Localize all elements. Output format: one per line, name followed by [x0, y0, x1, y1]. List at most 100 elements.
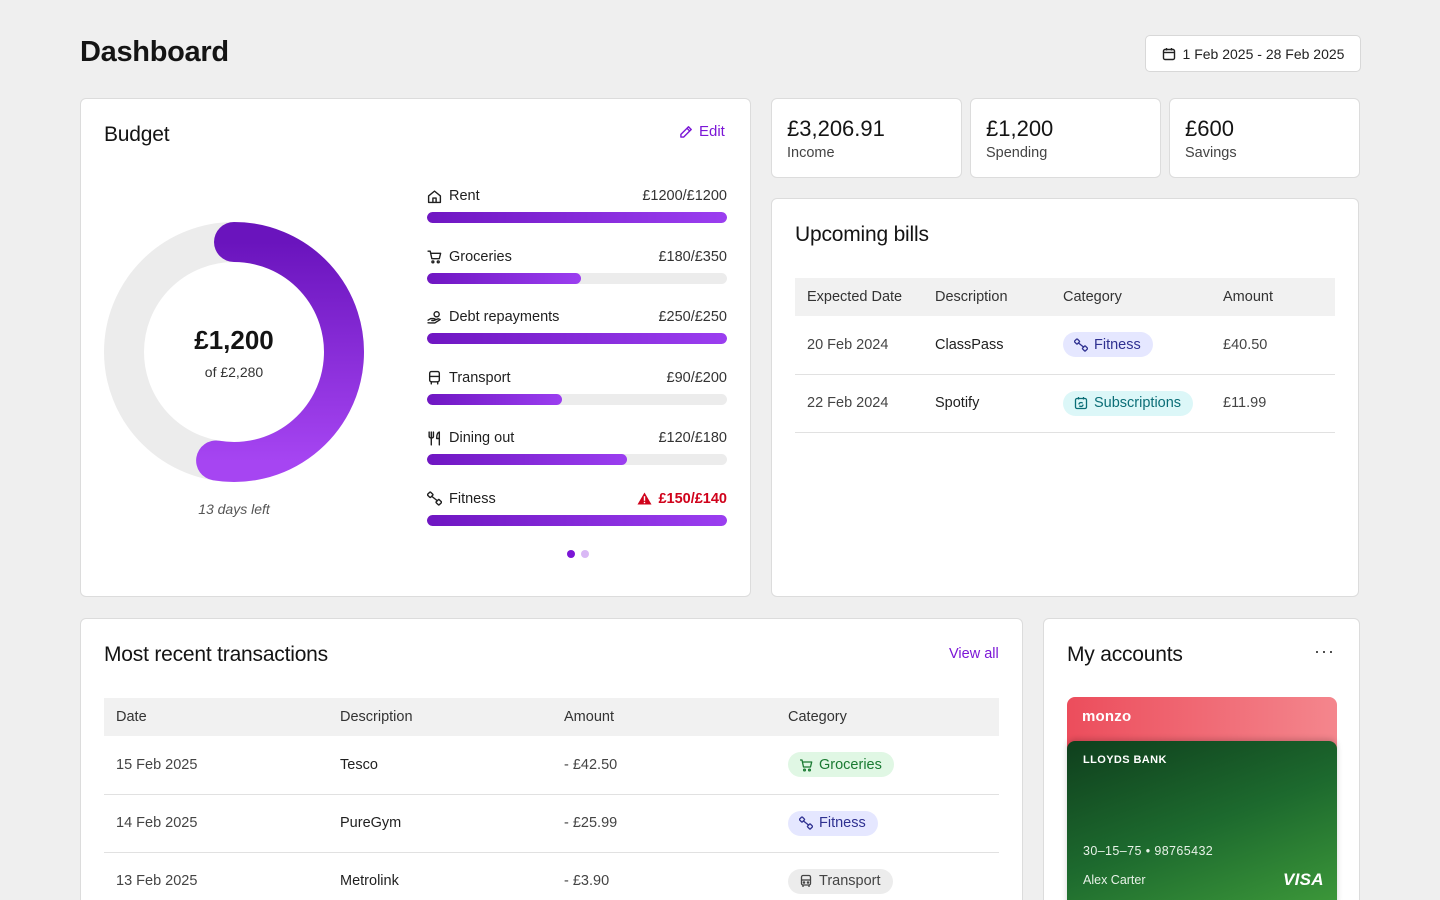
- budget-spent-amount: £1,200: [194, 325, 274, 355]
- bills-col-date: Expected Date: [795, 278, 923, 316]
- category-badge-fitness: Fitness: [1063, 332, 1153, 358]
- pager-dot[interactable]: [567, 550, 575, 558]
- budget-progress-track: [427, 212, 727, 223]
- tx-col-amount: Amount: [552, 698, 776, 736]
- dumbbell-icon: [799, 816, 813, 830]
- tx-category: Fitness: [819, 815, 866, 831]
- view-all-link[interactable]: View all: [949, 646, 999, 662]
- category-badge-subscriptions: Subscriptions: [1063, 390, 1194, 416]
- budget-progress-fill: [427, 393, 562, 405]
- budget-donut-chart: [104, 222, 364, 482]
- budget-card: Budget Edit £1,200 of £2,280 13 days lef…: [80, 98, 751, 597]
- budget-title: Budget: [104, 123, 170, 146]
- budget-progress-track: [427, 333, 727, 344]
- budget-progress-fill: [427, 212, 727, 223]
- budget-item-fitness[interactable]: Fitness £150/£140: [427, 488, 727, 549]
- tx-amount: - £3.90: [552, 852, 776, 900]
- tx-amount: - £25.99: [552, 794, 776, 853]
- budget-progress-fill: [427, 272, 582, 284]
- budget-pager[interactable]: [567, 550, 589, 558]
- budget-progress-fill: [427, 514, 727, 526]
- visa-logo: VISA: [1283, 870, 1324, 889]
- monzo-logo: monzo: [1082, 708, 1132, 725]
- income-card: £3,206.91 Income: [771, 98, 962, 178]
- cutlery-icon: [428, 430, 441, 446]
- budget-item-value: £250/£250: [658, 309, 727, 325]
- table-row[interactable]: 20 Feb 2024 ClassPass Fitness £40.50: [795, 316, 1335, 375]
- page-title: Dashboard: [80, 36, 229, 68]
- my-accounts-card: My accounts ··· monzo LLOYDS BANK 30–15–…: [1043, 618, 1360, 900]
- table-row[interactable]: 14 Feb 2025 PureGym - £25.99 Fitness: [104, 794, 999, 853]
- budget-item-rent[interactable]: Rent £1200/£1200: [427, 185, 727, 246]
- cart-icon: [427, 250, 442, 264]
- recent-transactions-card: Most recent transactions View all Date D…: [80, 618, 1023, 900]
- calendar-refresh-icon: [1074, 397, 1088, 410]
- table-row[interactable]: 15 Feb 2025 Tesco - £42.50 Groceries: [104, 736, 999, 795]
- budget-progress-track: [427, 514, 727, 526]
- budget-item-debt-repayments[interactable]: Debt repayments £250/£250: [427, 306, 727, 367]
- bill-category: Subscriptions: [1094, 395, 1182, 411]
- bills-col-amount: Amount: [1211, 278, 1335, 316]
- budget-item-value: £150/£140: [658, 490, 727, 507]
- spending-value: £1,200: [986, 116, 1054, 141]
- warning-icon: [637, 492, 652, 505]
- budget-progress-fill: [427, 333, 727, 344]
- hand-coin-icon: [427, 310, 441, 324]
- budget-item-value: £1200/£1200: [642, 188, 727, 204]
- date-range-picker[interactable]: 1 Feb 2025 - 28 Feb 2025: [1145, 35, 1361, 72]
- more-options-icon[interactable]: ···: [1314, 641, 1335, 661]
- tx-date: 14 Feb 2025: [104, 794, 328, 853]
- budget-item-groceries[interactable]: Groceries £180/£350: [427, 246, 727, 307]
- tx-col-date: Date: [104, 698, 328, 736]
- budget-total-amount: of £2,280: [204, 364, 264, 380]
- bill-date: 20 Feb 2024: [795, 316, 923, 375]
- budget-item-label: Dining out: [449, 430, 515, 446]
- savings-value: £600: [1185, 116, 1234, 141]
- spending-card: £1,200 Spending: [970, 98, 1161, 178]
- budget-item-label: Transport: [449, 369, 511, 386]
- pager-dot[interactable]: [581, 550, 589, 558]
- date-range-label: 1 Feb 2025 - 28 Feb 2025: [1182, 45, 1345, 62]
- account-holder: Alex Carter: [1083, 873, 1146, 887]
- budget-item-dining-out[interactable]: Dining out £120/£180: [427, 427, 727, 488]
- table-row[interactable]: 22 Feb 2024 Spotify Subscriptions £11.99: [795, 374, 1335, 433]
- bus-icon: [428, 370, 441, 385]
- days-left-label: 13 days left: [198, 501, 270, 517]
- tx-col-category: Category: [776, 698, 999, 736]
- tx-category: Groceries: [819, 756, 882, 773]
- budget-progress-track: [427, 393, 727, 405]
- income-label: Income: [787, 145, 835, 161]
- budget-item-value: £120/£180: [658, 430, 727, 446]
- edit-budget-button[interactable]: Edit: [679, 123, 725, 140]
- budget-item-label: Fitness: [449, 490, 496, 507]
- edit-label: Edit: [699, 123, 725, 140]
- budget-progress-fill: [427, 454, 628, 465]
- dumbbell-icon: [427, 491, 442, 506]
- bus-icon: [800, 874, 812, 887]
- upcoming-bills-card: Upcoming bills Expected Date Description…: [771, 198, 1359, 597]
- bills-title: Upcoming bills: [795, 223, 929, 246]
- tx-description: Tesco: [328, 736, 552, 795]
- budget-item-transport[interactable]: Transport £90/£200: [427, 367, 727, 428]
- tx-description: PureGym: [328, 794, 552, 853]
- lloyds-bank-card[interactable]: LLOYDS BANK 30–15–75 • 98765432 Alex Car…: [1067, 741, 1337, 900]
- tx-date: 13 Feb 2025: [104, 852, 328, 900]
- tx-amount: - £42.50: [552, 736, 776, 795]
- bills-table: Expected Date Description Category Amoun…: [795, 278, 1335, 433]
- table-row[interactable]: 13 Feb 2025 Metrolink - £3.90 Transport: [104, 852, 999, 900]
- tx-date: 15 Feb 2025: [104, 736, 328, 795]
- transactions-table: Date Description Amount Category 15 Feb …: [104, 698, 999, 900]
- donut-spent-arc: [196, 222, 364, 482]
- bill-date: 22 Feb 2024: [795, 374, 923, 433]
- account-number: 30–15–75 • 98765432: [1083, 844, 1214, 858]
- bills-header-row: Expected Date Description Category Amoun…: [795, 278, 1335, 316]
- accounts-title: My accounts: [1067, 643, 1183, 666]
- tx-category: Transport: [819, 873, 881, 889]
- transactions-header-row: Date Description Amount Category: [104, 698, 999, 736]
- bills-col-category: Category: [1051, 278, 1211, 316]
- income-value: £3,206.91: [787, 116, 885, 141]
- savings-card: £600 Savings: [1169, 98, 1360, 178]
- category-badge-transport: Transport: [788, 868, 893, 894]
- budget-item-label: Debt repayments: [449, 309, 560, 325]
- tx-description: Metrolink: [328, 852, 552, 900]
